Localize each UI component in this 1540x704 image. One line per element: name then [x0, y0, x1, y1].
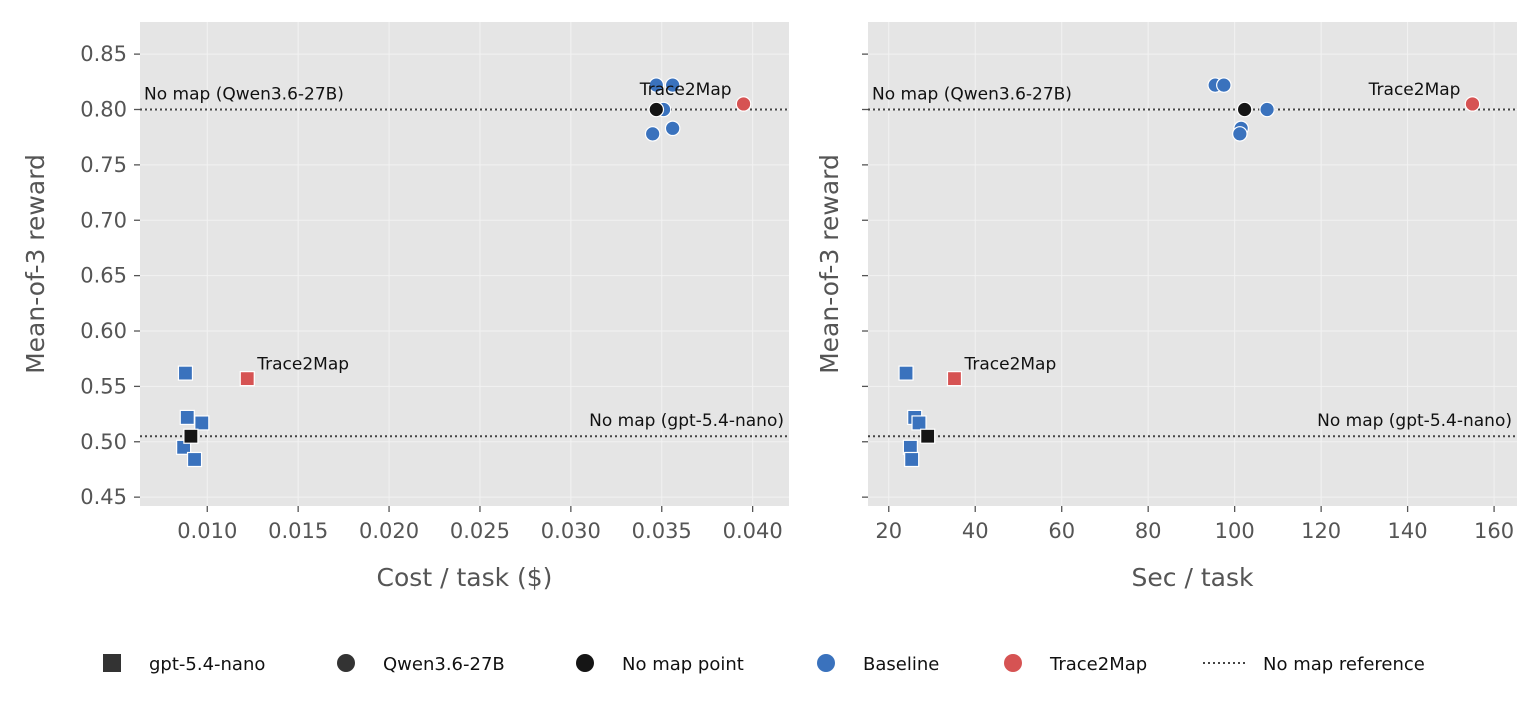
x-tick-label: 40: [962, 519, 989, 543]
y-tick-label: 0.75: [80, 153, 127, 177]
qwen-baseline-point: [1216, 77, 1232, 93]
legend-label: Baseline: [863, 654, 939, 675]
y-tick-label: 0.70: [80, 208, 127, 232]
x-tick-label: 0.015: [268, 519, 328, 543]
reference-line-label: No map (Qwen3.6-27B): [144, 84, 344, 104]
x-tick-label: 60: [1048, 519, 1075, 543]
qwen-baseline-point: [664, 120, 681, 137]
nano-baseline-point: [194, 415, 210, 431]
reference-line-label: No map (gpt-5.4-nano): [1317, 411, 1512, 431]
nano-trace2map-point: [946, 371, 963, 387]
cost-panel: 0.010 0.015 0.020 0.025 0.030 0.035 0.040 0.45 0…: [21, 22, 789, 592]
legend-circle-marker: [576, 654, 594, 672]
y-axis-label: Mean-of-3 reward: [21, 154, 50, 374]
qwen-baseline-point: [1259, 101, 1275, 118]
y-tick-label: 0.65: [80, 264, 127, 288]
time-panel: 20 40 60 80 100 120 140 160 Sec / task Mean-of-3 …: [815, 22, 1517, 592]
legend-label: gpt-5.4-nano: [149, 654, 265, 675]
plot-background: [868, 22, 1517, 506]
y-tick-label: 0.60: [80, 319, 127, 343]
legend-label: No map reference: [1263, 654, 1425, 675]
qwen-trace2map-point: [735, 96, 752, 112]
nano-baseline-point: [904, 451, 920, 468]
x-axis-label: Sec / task: [1132, 563, 1254, 592]
qwen-baseline-point: [664, 77, 681, 93]
reference-line-label: No map (Qwen3.6-27B): [872, 84, 1072, 104]
x-tick-label: 0.010: [177, 519, 237, 543]
qwen-no-map-point-point: [648, 101, 665, 118]
y-axis-label: Mean-of-3 reward: [815, 154, 844, 374]
nano-baseline-point: [186, 451, 203, 468]
nano-baseline-point: [177, 365, 194, 381]
y-tick-label: 0.50: [80, 430, 127, 454]
x-tick-label: 0.030: [541, 519, 601, 543]
legend-circle-marker: [817, 654, 835, 672]
legend-square-marker: [103, 654, 121, 672]
qwen-baseline-point: [648, 77, 665, 93]
nano-baseline-point: [911, 415, 927, 431]
y-tick-label: 0.55: [80, 374, 127, 398]
reference-line-label: No map (gpt-5.4-nano): [589, 411, 784, 431]
trace2map-annotation: Trace2Map: [639, 80, 732, 100]
legend-label: No map point: [622, 654, 744, 675]
x-tick-label: 100: [1215, 519, 1255, 543]
x-tick-label: 120: [1301, 519, 1341, 543]
y-tick-label: 0.85: [80, 42, 127, 66]
legend-label: Qwen3.6-27B: [383, 654, 505, 675]
nano-no-map-point-point: [920, 428, 936, 444]
x-axis-label: Cost / task ($): [377, 563, 553, 592]
legend: gpt-5.4-nano Qwen3.6-27B No map point Basel…: [103, 654, 1425, 675]
x-tick-label: 20: [875, 519, 902, 543]
legend-circle-marker: [337, 654, 355, 672]
x-tick-label: 0.040: [723, 519, 783, 543]
x-tick-label: 0.035: [632, 519, 692, 543]
x-tick-label: 0.020: [359, 519, 419, 543]
x-tick-label: 0.025: [450, 519, 510, 543]
qwen-no-map-point-point: [1236, 101, 1253, 118]
x-tick-label: 160: [1474, 519, 1514, 543]
x-tick-label: 140: [1388, 519, 1428, 543]
trace2map-annotation: Trace2Map: [1368, 80, 1461, 100]
trace2map-annotation: Trace2Map: [256, 355, 349, 375]
qwen-baseline-point: [1232, 126, 1248, 142]
nano-baseline-point: [179, 409, 195, 425]
legend-label: Trace2Map: [1049, 654, 1147, 675]
qwen-baseline-point: [644, 126, 661, 142]
qwen-trace2map-point: [1464, 96, 1481, 112]
y-tick-label: 0.80: [80, 97, 127, 121]
plot-background: [140, 22, 789, 506]
y-tick-label: 0.45: [80, 485, 127, 509]
trace2map-annotation: Trace2Map: [963, 355, 1056, 375]
nano-baseline-point: [898, 365, 914, 381]
nano-no-map-point-point: [183, 428, 199, 444]
nano-trace2map-point: [239, 371, 255, 387]
x-tick-label: 80: [1135, 519, 1162, 543]
legend-circle-marker: [1004, 654, 1022, 672]
